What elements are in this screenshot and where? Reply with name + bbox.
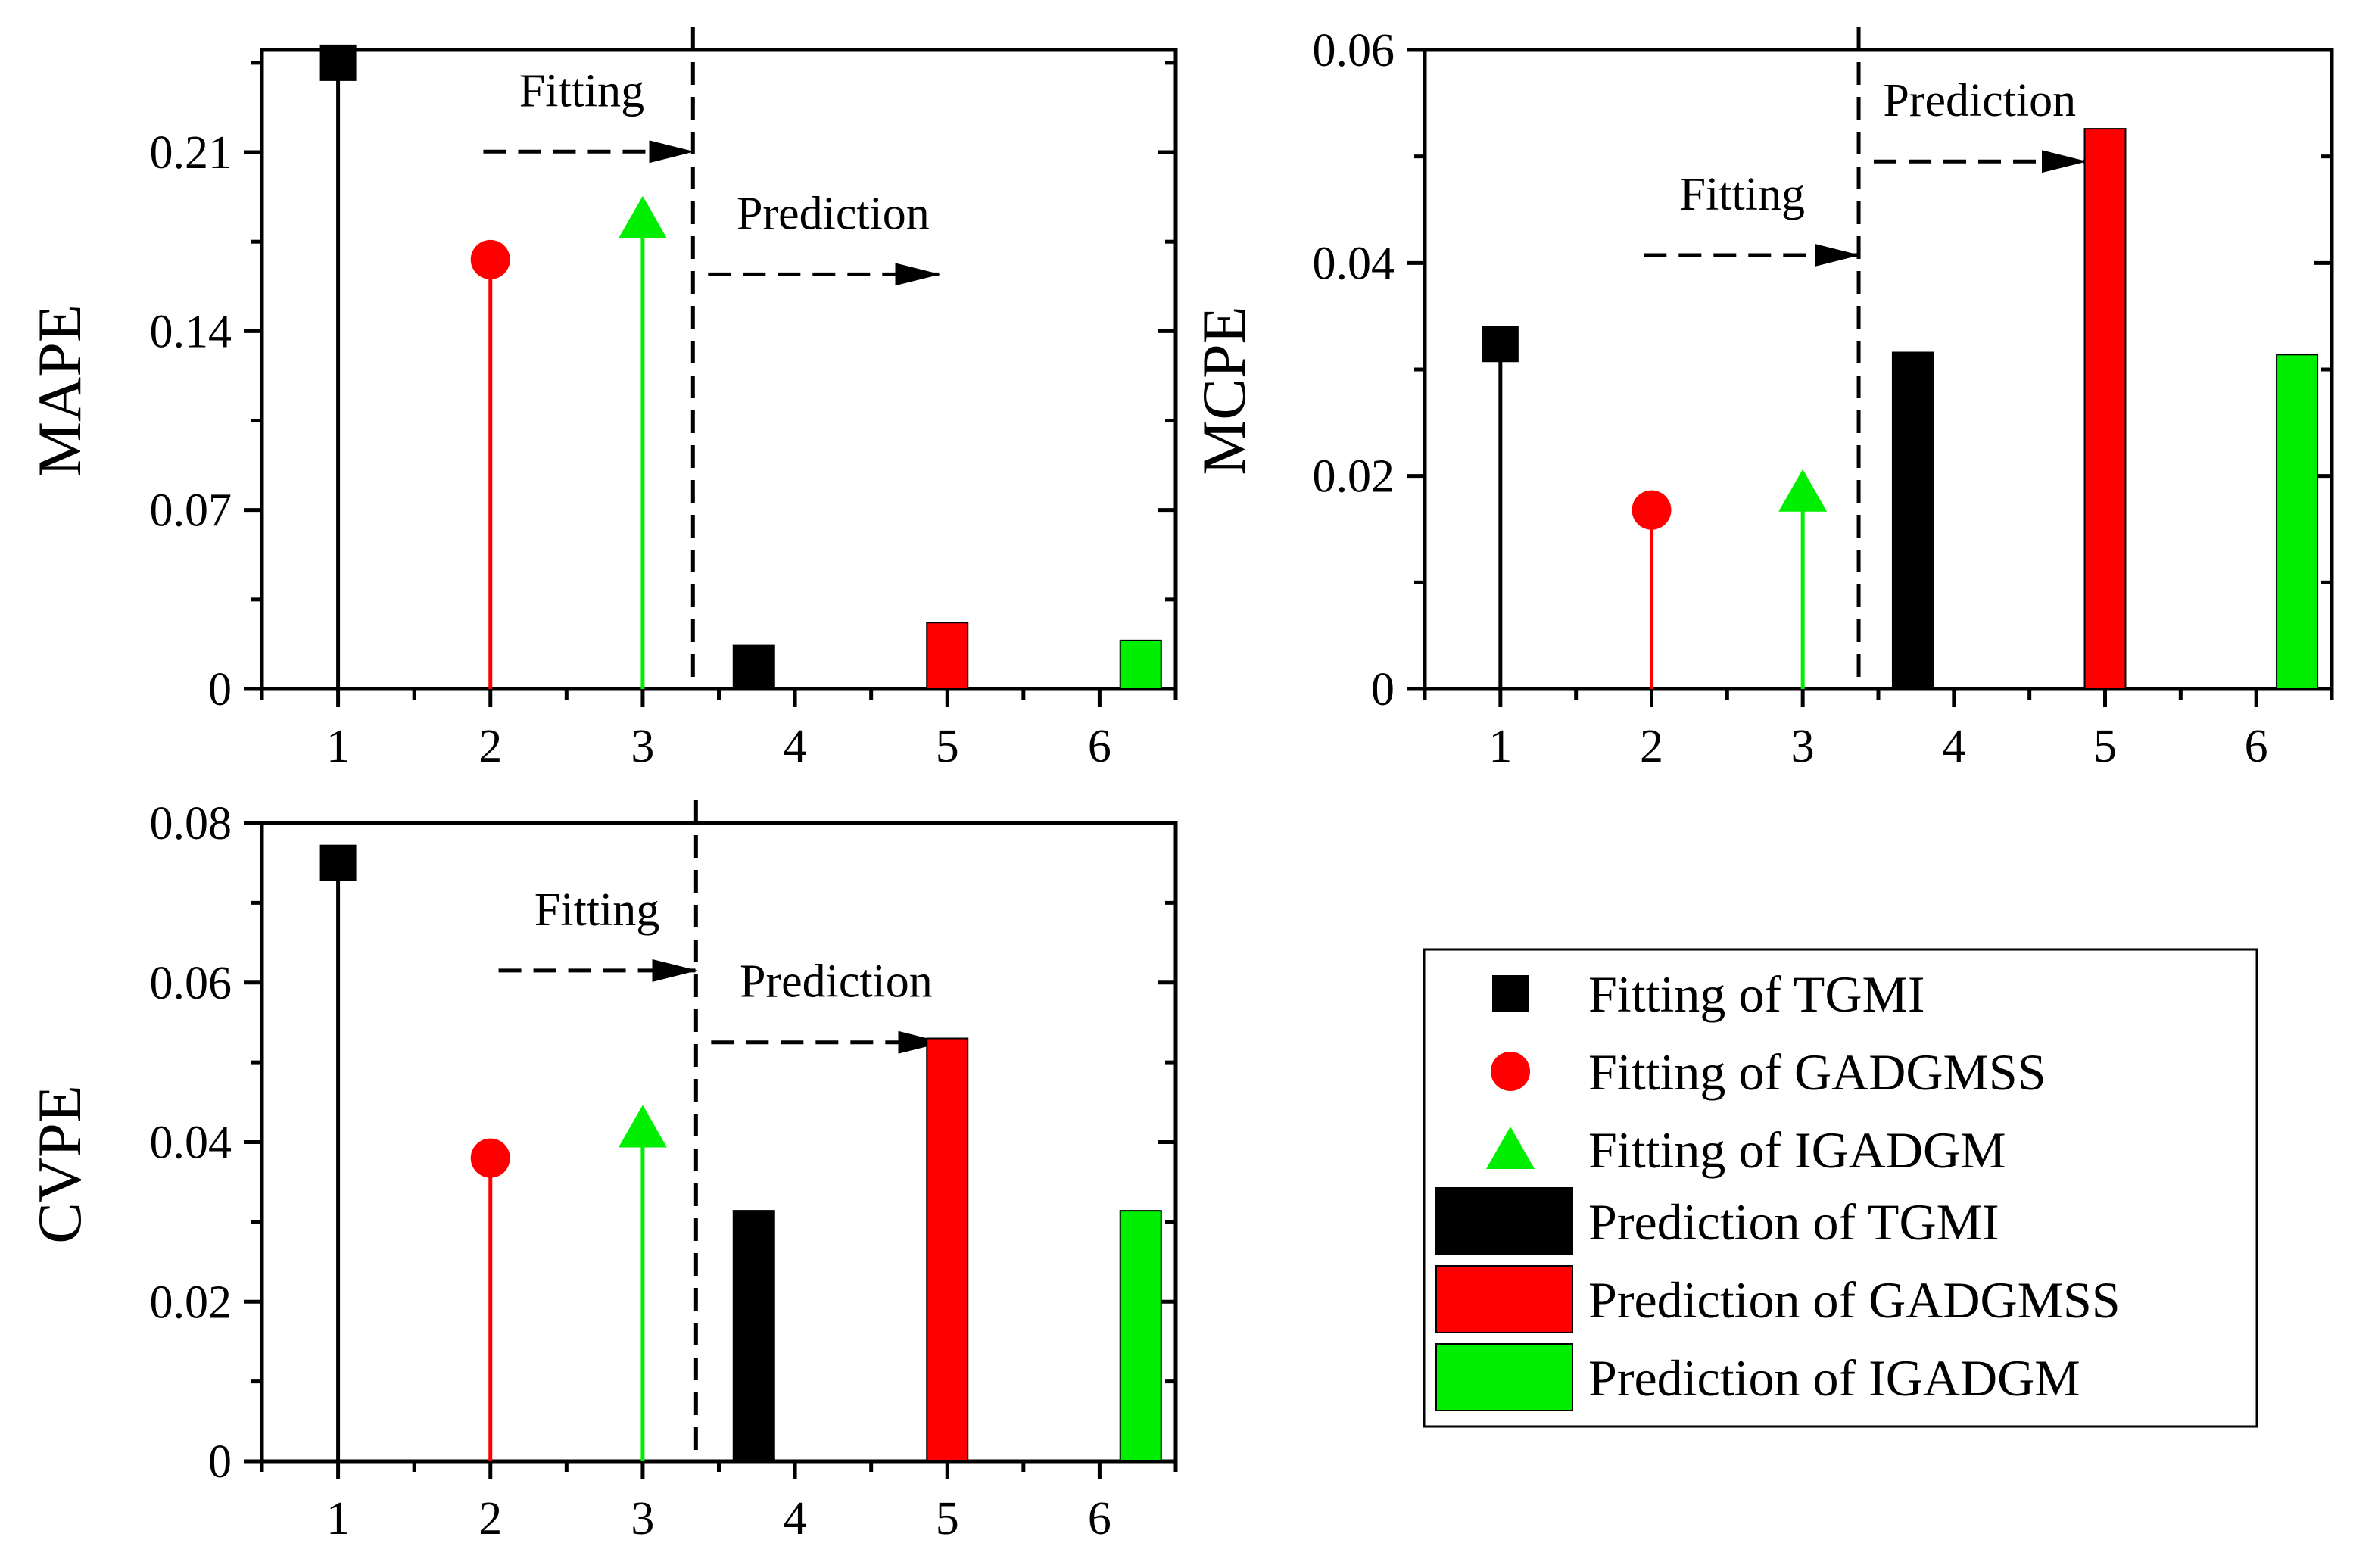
x-tick-label: 2 (478, 1493, 502, 1545)
legend-label: Fitting of IGADGM (1588, 1121, 2006, 1179)
fitting-marker-circle (1632, 490, 1672, 530)
y-tick-label: 0 (208, 664, 232, 715)
prediction-bar-gadgmss (2083, 128, 2127, 690)
y-axis-title: CVPE (25, 1085, 94, 1244)
legend-label: Fitting of GADGMSS (1588, 1043, 2046, 1101)
x-tick-label: 4 (784, 721, 807, 772)
legend: Fitting of TGMI Fitting of GADGMSS Fitting… (1423, 948, 2258, 1428)
chart-panel-1: 0 0.07 0.14 0.21 1 2 3 4 5 6 MAPE Fitting Prediction (25, 27, 1178, 772)
prediction-annotation: Prediction (1883, 75, 2076, 126)
legend-label: Prediction of TGMI (1588, 1193, 1999, 1251)
legend-marker-bar (1435, 1187, 1573, 1255)
prediction-bar-gadgmss (926, 622, 969, 690)
prediction-annotation: Prediction (737, 188, 930, 239)
fitting-annotation: Fitting (534, 884, 659, 936)
fitting-annotation: Fitting (1680, 169, 1805, 220)
x-tick-label: 4 (784, 1493, 807, 1545)
legend-label: Prediction of GADGMSS (1588, 1271, 2121, 1329)
x-tick-label: 3 (1791, 721, 1815, 772)
legend-marker-triangle (1486, 1127, 1535, 1169)
y-tick-label: 0.04 (150, 1118, 232, 1169)
prediction-bar-gadgmss (926, 1037, 969, 1462)
y-axis-title: MAPE (25, 304, 94, 477)
y-tick-label: 0 (1371, 664, 1395, 715)
prediction-bar-tgmi (732, 644, 775, 690)
prediction-bar-tgmi (732, 1210, 775, 1463)
x-tick-label: 5 (936, 1493, 959, 1545)
prediction-annotation: Prediction (740, 956, 933, 1008)
y-tick-label: 0.08 (150, 798, 232, 849)
y-tick-label: 0.04 (1313, 238, 1395, 289)
y-tick-label: 0.06 (1313, 25, 1395, 76)
fitting-marker-circle (470, 239, 510, 279)
legend-marker-bar (1435, 1265, 1573, 1333)
y-tick-label: 0.07 (150, 485, 232, 537)
fitting-marker-square (319, 844, 357, 881)
plot-frame (260, 48, 1178, 691)
fitting-marker-square (1482, 326, 1519, 363)
fitting-marker-triangle (618, 1105, 667, 1148)
chart-panel-2: 0 0.02 0.04 0.06 1 2 3 4 5 6 MCPE Fitting Prediction (1189, 25, 2334, 772)
legend-marker-circle (1491, 1052, 1530, 1091)
prediction-bar-igadgm (1119, 639, 1162, 690)
x-tick-label: 2 (1640, 721, 1663, 772)
y-tick-label: 0.21 (150, 127, 232, 179)
x-tick-label: 6 (2245, 721, 2268, 772)
x-tick-label: 6 (1088, 1493, 1111, 1545)
x-tick-label: 1 (326, 721, 350, 772)
x-tick-label: 5 (2093, 721, 2117, 772)
prediction-bar-igadgm (2276, 354, 2319, 690)
chart-panel-3: 0 0.02 0.04 0.06 0.08 1 2 3 4 5 6 CVPE Fitting Predic… (25, 798, 1178, 1545)
y-tick-label: 0.14 (150, 306, 232, 357)
x-tick-label: 6 (1088, 721, 1111, 772)
prediction-bar-tgmi (1891, 351, 1934, 690)
x-tick-label: 1 (1488, 721, 1512, 772)
y-tick-label: 0.02 (150, 1277, 232, 1328)
fitting-marker-triangle (1778, 469, 1828, 512)
fitting-marker-triangle (618, 195, 667, 238)
fitting-marker-circle (470, 1138, 510, 1178)
legend-label: Fitting of TGMI (1588, 965, 1925, 1023)
x-tick-label: 3 (631, 1493, 654, 1545)
x-tick-label: 2 (478, 721, 502, 772)
y-axis-title: MCPE (1189, 306, 1258, 475)
legend-label: Prediction of IGADGM (1588, 1349, 2080, 1407)
fitting-marker-square (319, 44, 357, 81)
x-tick-label: 1 (326, 1493, 350, 1545)
plot-frame (1423, 48, 2334, 691)
x-tick-label: 3 (631, 721, 654, 772)
x-tick-label: 5 (936, 721, 959, 772)
x-tick-label: 4 (1942, 721, 1965, 772)
y-tick-label: 0.06 (150, 958, 232, 1009)
fitting-annotation: Fitting (519, 65, 644, 117)
legend-marker-bar (1435, 1343, 1573, 1411)
plot-frame (260, 821, 1178, 1464)
y-tick-label: 0.02 (1313, 451, 1395, 503)
y-tick-label: 0 (208, 1436, 232, 1488)
legend-marker-square (1492, 975, 1529, 1012)
prediction-bar-igadgm (1119, 1210, 1162, 1463)
